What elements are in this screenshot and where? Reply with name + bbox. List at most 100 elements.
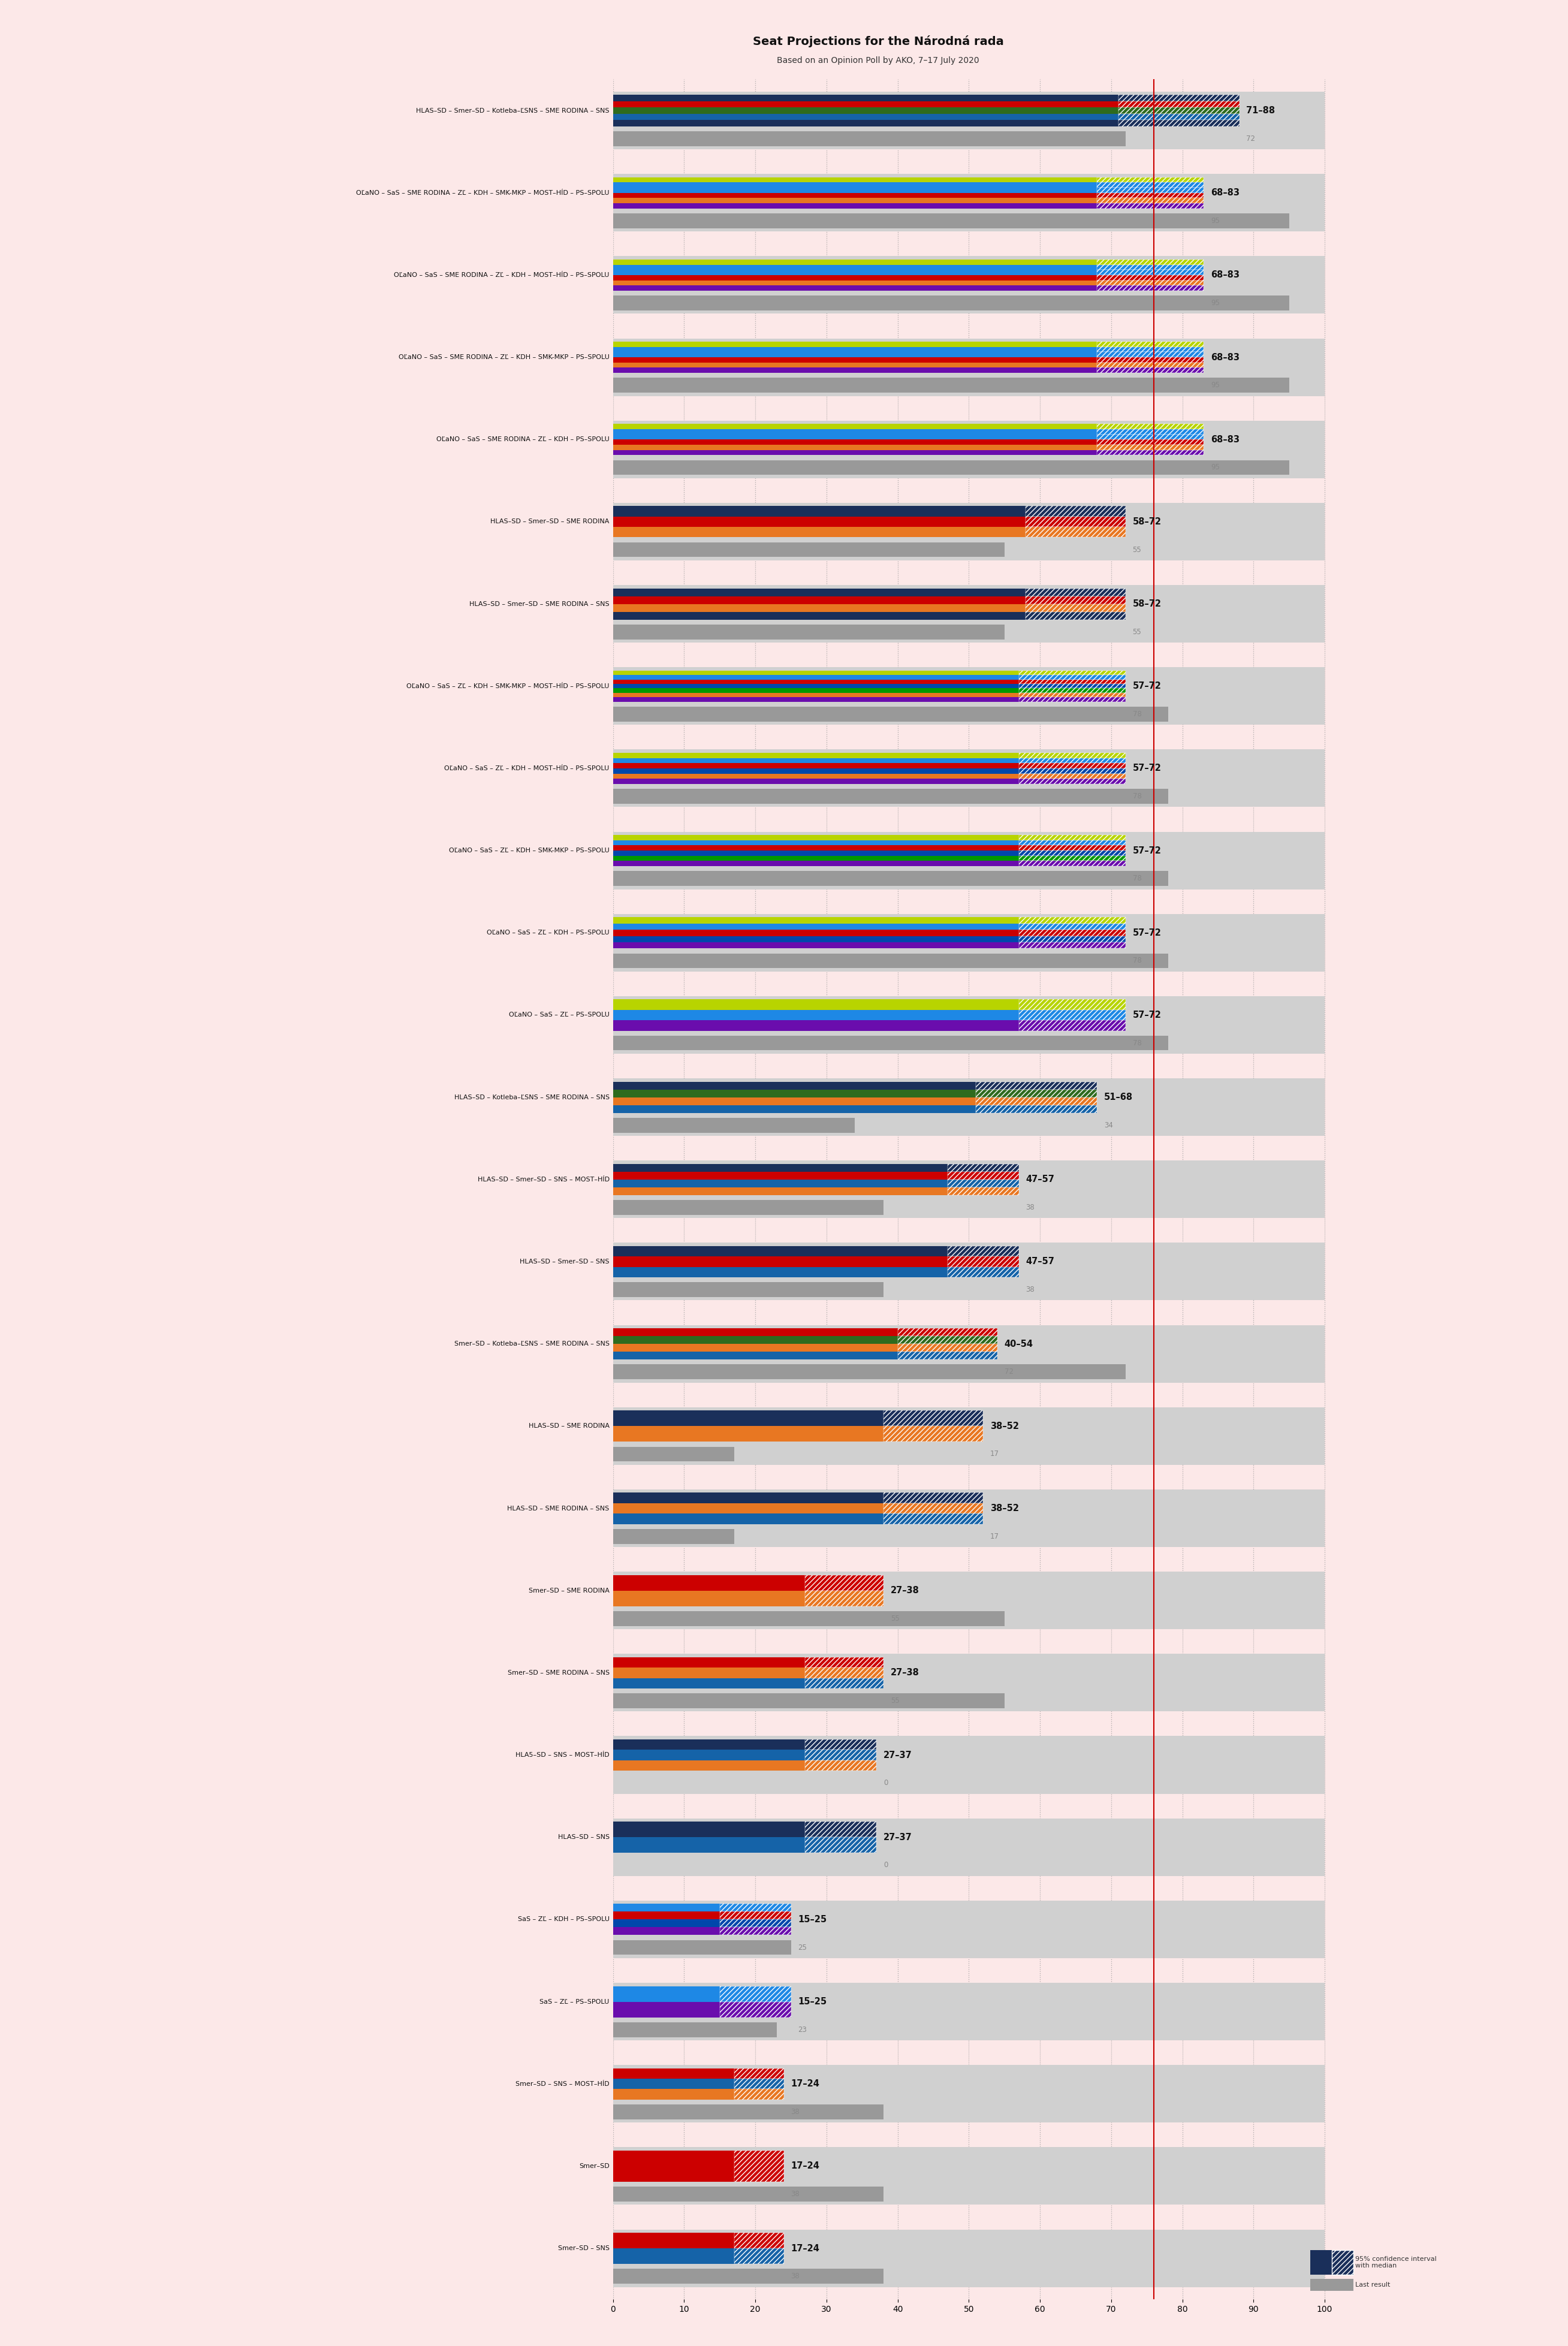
Bar: [1098, 279, 1204, 286]
Bar: [613, 183, 1098, 188]
Bar: [613, 2064, 1325, 2123]
Bar: [1019, 835, 1126, 840]
Bar: [613, 680, 1019, 685]
Bar: [613, 378, 1289, 392]
Text: 55: 55: [891, 1614, 900, 1623]
Bar: [1098, 446, 1204, 450]
Bar: [613, 1928, 720, 1935]
Bar: [734, 2233, 784, 2247]
Text: 17: 17: [991, 1532, 999, 1541]
Text: 68–83: 68–83: [1210, 434, 1240, 443]
Bar: [1118, 101, 1239, 108]
Bar: [613, 1426, 883, 1443]
Text: 57–72: 57–72: [1132, 929, 1162, 938]
Bar: [613, 502, 1325, 561]
Bar: [613, 2104, 883, 2118]
Bar: [1025, 596, 1126, 603]
Text: 57–72: 57–72: [1132, 847, 1162, 854]
Text: 95: 95: [1210, 382, 1220, 389]
Bar: [1019, 779, 1126, 784]
Bar: [613, 1530, 734, 1544]
Bar: [1019, 671, 1126, 676]
Bar: [613, 1337, 897, 1344]
Bar: [947, 1246, 1019, 1257]
Bar: [1019, 856, 1126, 861]
Text: 78: 78: [1132, 1039, 1142, 1046]
Bar: [883, 1504, 983, 1513]
Bar: [613, 1089, 975, 1098]
Bar: [1019, 758, 1126, 762]
Text: 72: 72: [1247, 134, 1256, 143]
Bar: [804, 1574, 883, 1591]
Bar: [613, 915, 1325, 971]
Text: Smer–SD – SME RODINA – SNS: Smer–SD – SME RODINA – SNS: [508, 1670, 610, 1675]
Bar: [613, 840, 1019, 845]
Bar: [613, 584, 1325, 643]
Text: 55: 55: [1132, 547, 1142, 554]
Bar: [804, 1738, 877, 1750]
Bar: [975, 1082, 1098, 1089]
Text: 72: 72: [1005, 1368, 1013, 1375]
Bar: [613, 2229, 1325, 2287]
Text: HLAS–SD – Smer–SD – SNS – MOST–HÍD: HLAS–SD – Smer–SD – SNS – MOST–HÍD: [478, 1175, 610, 1182]
Bar: [613, 1694, 1005, 1708]
Bar: [613, 439, 1098, 446]
Bar: [613, 1105, 975, 1112]
Text: 58–72: 58–72: [1132, 601, 1162, 608]
Bar: [1019, 762, 1126, 769]
Text: OĽaNO – SaS – SME RODINA – ZĽ – KDH – SMK-MKP – PS–SPOLU: OĽaNO – SaS – SME RODINA – ZĽ – KDH – SM…: [398, 354, 610, 361]
Text: 58–72: 58–72: [1132, 516, 1162, 526]
Bar: [613, 174, 1325, 232]
Bar: [613, 2247, 734, 2264]
Bar: [613, 507, 1025, 516]
Bar: [613, 1267, 947, 1276]
Bar: [1098, 343, 1204, 347]
Bar: [613, 178, 1098, 183]
Bar: [1098, 368, 1204, 373]
Bar: [613, 1736, 1325, 1795]
Text: 38–52: 38–52: [991, 1422, 1019, 1431]
Bar: [1098, 364, 1204, 368]
Text: 78: 78: [1132, 793, 1142, 800]
Text: 68–83: 68–83: [1210, 188, 1240, 197]
Bar: [613, 1591, 804, 1607]
Text: Smer–SD – SNS – MOST–HÍD: Smer–SD – SNS – MOST–HÍD: [516, 2081, 610, 2088]
Bar: [1019, 917, 1126, 924]
Bar: [1098, 429, 1204, 434]
Bar: [613, 1243, 1325, 1300]
Bar: [613, 692, 1019, 697]
Bar: [1118, 113, 1239, 120]
Bar: [613, 265, 1098, 270]
Bar: [613, 1365, 1126, 1379]
Text: 68–83: 68–83: [1210, 270, 1240, 279]
Bar: [1025, 528, 1126, 537]
Bar: [947, 1164, 1019, 1171]
Bar: [613, 1257, 947, 1267]
Bar: [613, 528, 1025, 537]
Text: OĽaNO – SaS – ZĽ – KDH – PS–SPOLU: OĽaNO – SaS – ZĽ – KDH – PS–SPOLU: [486, 929, 610, 936]
Bar: [613, 204, 1098, 209]
Bar: [883, 1492, 983, 1504]
Bar: [613, 1447, 734, 1462]
Bar: [613, 1009, 1019, 1021]
Bar: [613, 94, 1118, 101]
Bar: [613, 1035, 1168, 1051]
Bar: [804, 1656, 883, 1668]
Bar: [613, 542, 1005, 556]
Bar: [804, 1677, 883, 1689]
Bar: [1019, 845, 1126, 852]
Bar: [613, 1677, 804, 1689]
Bar: [613, 192, 1098, 197]
Bar: [1019, 1021, 1126, 1030]
Text: HLAS–SD – SNS: HLAS–SD – SNS: [558, 1835, 610, 1839]
Bar: [613, 676, 1019, 680]
Bar: [613, 1905, 720, 1912]
Bar: [1098, 434, 1204, 439]
Bar: [613, 279, 1098, 286]
Bar: [1098, 425, 1204, 429]
Bar: [613, 687, 1019, 692]
Bar: [613, 1117, 855, 1133]
Bar: [613, 1164, 947, 1171]
Bar: [613, 2147, 1325, 2205]
Bar: [613, 1919, 720, 1928]
